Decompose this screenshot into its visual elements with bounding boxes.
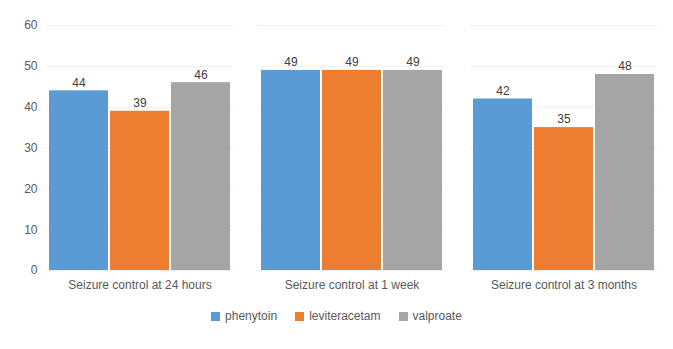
html-text:valproate: valproate <box>412 309 462 323</box>
svg-text:Seizure control at 3 months: Seizure control at 3 months <box>491 278 637 292</box>
svg-text:39: 39 <box>133 96 147 110</box>
svg-text:46: 46 <box>194 68 208 82</box>
svg-text:48: 48 <box>618 59 632 73</box>
svg-text:0: 0 <box>31 263 38 277</box>
svg-text:30: 30 <box>24 141 38 155</box>
svg-text:20: 20 <box>24 182 38 196</box>
svg-text:60: 60 <box>24 18 38 32</box>
svg-text:42: 42 <box>496 84 510 98</box>
svg-text:49: 49 <box>284 55 298 69</box>
svg-text:49: 49 <box>406 55 420 69</box>
svg-text:Seizure control at 1 week: Seizure control at 1 week <box>285 278 421 292</box>
svg-text:35: 35 <box>557 112 571 126</box>
svg-text:49: 49 <box>345 55 359 69</box>
svg-text:40: 40 <box>24 100 38 114</box>
html-text:phenytoin: phenytoin <box>225 309 278 323</box>
svg-text:Seizure control at 24 hours: Seizure control at 24 hours <box>68 278 211 292</box>
svg-text:10: 10 <box>24 223 38 237</box>
svg-text:50: 50 <box>24 59 38 73</box>
html-text:leviteracetam: leviteracetam <box>309 309 381 323</box>
svg-text:44: 44 <box>72 76 86 90</box>
